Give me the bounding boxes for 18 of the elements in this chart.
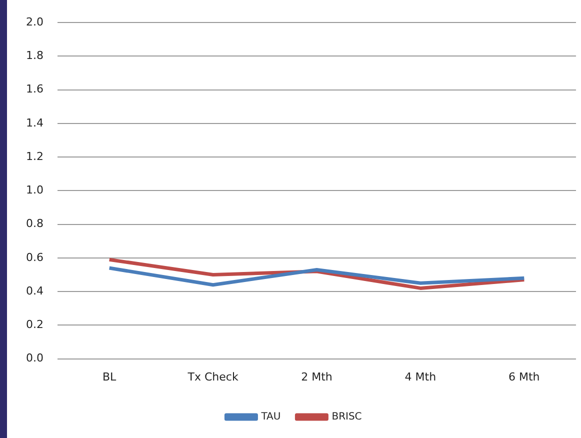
y-tick-label: 1.4 bbox=[26, 116, 44, 130]
x-tick-label: BL bbox=[102, 370, 118, 384]
x-tick-label: Tx Check bbox=[186, 370, 239, 384]
y-tick-label: 0.4 bbox=[26, 284, 44, 298]
legend-label: BRISC bbox=[332, 412, 362, 423]
y-tick-label: 2.0 bbox=[26, 15, 44, 28]
x-tick-label: 4 Mth bbox=[404, 370, 436, 384]
x-tick-label: 6 Mth bbox=[508, 370, 540, 384]
y-tick-label: 0.2 bbox=[26, 318, 44, 332]
y-tick-label: 0.0 bbox=[26, 352, 44, 365]
y-tick-label: 0.6 bbox=[26, 250, 44, 264]
y-tick-label: 0.8 bbox=[26, 217, 44, 230]
x-tick-label: 2 Mth bbox=[301, 370, 332, 384]
y-tick-label: 1.2 bbox=[26, 150, 44, 163]
y-tick-label: 1.6 bbox=[26, 82, 44, 96]
legend-label: TAU bbox=[260, 412, 281, 423]
y-tick-label: 1.0 bbox=[26, 184, 44, 197]
y-tick-label: 1.8 bbox=[26, 49, 44, 62]
